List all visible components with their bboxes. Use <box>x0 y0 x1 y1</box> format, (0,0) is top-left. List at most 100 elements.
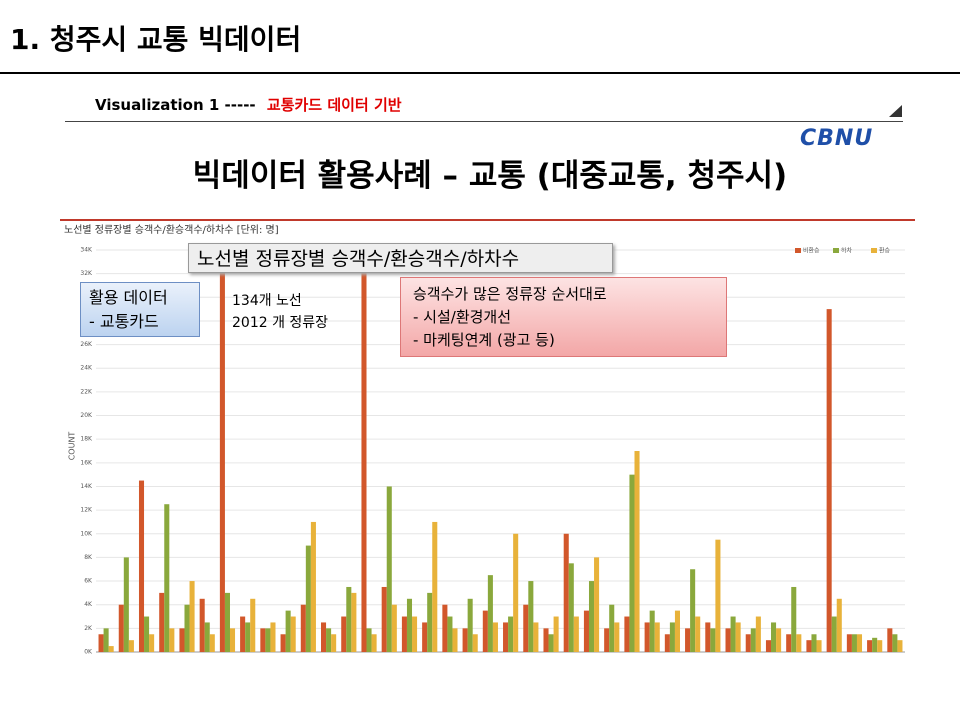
order-box: 승객수가 많은 정류장 순서대로 - 시설/환경개선 - 마케팅연계 (광고 등… <box>400 277 727 357</box>
bar <box>806 640 812 652</box>
bar <box>118 604 124 652</box>
bar <box>725 628 731 652</box>
order-box-item: - 시설/환경개선 <box>413 308 512 326</box>
bar <box>149 634 155 652</box>
subheader-highlight: 교통카드 데이터 기반 <box>266 96 402 114</box>
bar <box>583 610 589 652</box>
subheader-rule <box>65 121 903 122</box>
bar <box>705 622 711 652</box>
bar <box>386 486 392 652</box>
bar <box>406 598 413 652</box>
bar <box>664 634 670 652</box>
bar <box>229 628 236 652</box>
bar <box>548 634 554 652</box>
y-tick-label: 26K <box>80 341 93 348</box>
bar <box>750 628 756 652</box>
bar <box>260 628 266 652</box>
bar <box>331 634 337 652</box>
bar <box>690 569 696 652</box>
bar <box>892 634 898 652</box>
y-tick-label: 16K <box>80 459 93 466</box>
bar <box>361 261 367 652</box>
bar <box>594 557 600 652</box>
y-tick-label: 14K <box>80 483 93 490</box>
bar <box>270 622 276 652</box>
bar <box>492 622 498 652</box>
bar <box>588 581 595 652</box>
bar <box>280 634 286 652</box>
bar <box>209 634 215 652</box>
bar <box>189 581 195 652</box>
bar <box>553 616 559 652</box>
bar <box>674 610 680 652</box>
order-box-item: - 마케팅연계 (광고 등) <box>413 331 555 349</box>
bar <box>503 622 509 652</box>
bar <box>381 586 387 652</box>
bar <box>391 604 397 652</box>
chart-title: 노선별 정류장별 승객수/환승객수/하차수 [단위: 명] <box>64 223 279 236</box>
bar <box>786 634 792 652</box>
bar <box>836 598 842 652</box>
y-tick-label: 4K <box>84 601 93 608</box>
header-title: 1. 청주시 교통 빅데이터 <box>10 23 302 56</box>
bar <box>604 628 610 652</box>
bar <box>669 622 675 652</box>
bar <box>310 521 316 652</box>
bar <box>856 634 863 652</box>
legend-label: 비환승 <box>803 247 820 255</box>
bar <box>462 628 468 652</box>
bar <box>326 628 332 652</box>
chart-heading-box: 노선별 정류장별 승객수/환승객수/하차수 <box>188 243 613 273</box>
y-tick-label: 2K <box>84 625 93 632</box>
bar <box>508 616 514 652</box>
y-tick-label: 6K <box>84 578 93 585</box>
bar <box>300 604 306 652</box>
bar <box>730 616 736 652</box>
legend-swatch <box>833 248 839 253</box>
bar <box>108 646 114 652</box>
bar <box>285 610 291 652</box>
bar <box>103 628 109 652</box>
y-tick-label: 8K <box>84 554 93 561</box>
y-tick-label: 0K <box>84 649 93 656</box>
bar <box>123 557 129 652</box>
legend-swatch <box>795 248 801 253</box>
stats-line: 134개 노선 <box>232 293 302 309</box>
bar <box>305 545 311 652</box>
bar <box>513 533 519 652</box>
bar <box>695 616 701 652</box>
bar <box>144 616 150 652</box>
bar <box>290 616 296 652</box>
bar <box>442 604 448 652</box>
y-tick-label: 34K <box>80 247 93 254</box>
y-tick-label: 12K <box>80 507 93 514</box>
bar <box>568 563 574 652</box>
subheader: Visualization 1 ----- 교통카드 데이터 기반 <box>95 94 402 115</box>
bar <box>224 592 230 652</box>
bar <box>735 622 741 652</box>
bar <box>846 634 852 652</box>
bar <box>265 628 271 652</box>
bar <box>543 628 549 652</box>
bar <box>371 634 377 652</box>
order-box-title: 승객수가 많은 정류장 순서대로 <box>413 285 607 303</box>
bar <box>179 628 185 652</box>
bar <box>649 610 655 652</box>
bar <box>401 616 407 652</box>
bar <box>341 616 347 652</box>
bar <box>887 628 893 652</box>
legend-label: 환승 <box>879 247 891 255</box>
bar <box>351 592 357 652</box>
y-tick-label: 32K <box>80 270 93 277</box>
bar <box>366 628 372 652</box>
bar <box>169 628 175 652</box>
bar <box>219 261 225 652</box>
bar <box>791 586 797 652</box>
bar <box>128 640 134 652</box>
bar <box>771 622 777 652</box>
bar <box>250 598 256 652</box>
bar <box>563 533 569 652</box>
bar <box>629 474 635 652</box>
bar <box>644 622 650 652</box>
bar <box>184 604 190 652</box>
